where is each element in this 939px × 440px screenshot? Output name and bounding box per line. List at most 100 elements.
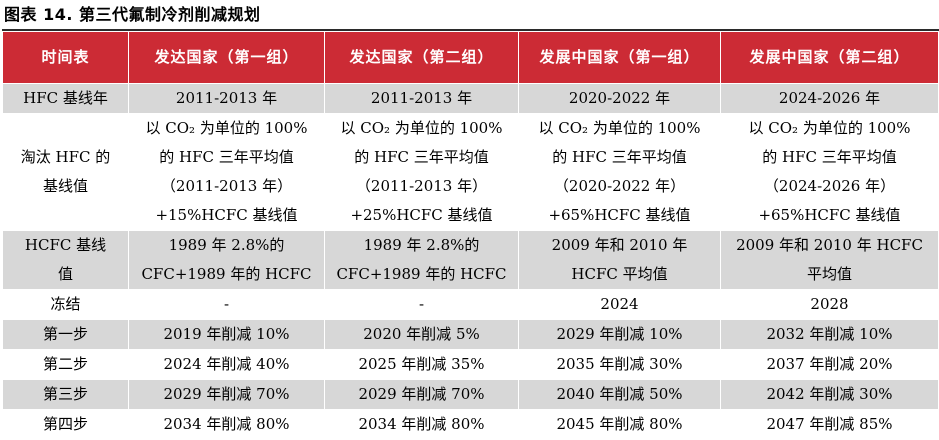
cell-text-line: HCFC 基线 [24, 236, 107, 254]
cell-text-line: - [418, 295, 425, 313]
header-schedule: 时间表 [2, 31, 129, 84]
cell-text-line: 以 CO₂ 为单位的 100% [538, 119, 701, 137]
cell-text-line: 2037 年削减 20% [766, 355, 893, 373]
developing-group-2-cell: 2042 年削减 30% [720, 379, 939, 410]
developed-group-2-cell: 2034 年削减 80% [324, 409, 519, 440]
developed-group-2-cell: 2025 年削减 35% [324, 349, 519, 380]
developed-group-1-cell: 2029 年削减 70% [128, 379, 325, 410]
developing-group-2-cell: 2024-2026 年 [720, 83, 939, 114]
cell-text-line: （2020-2022 年） [553, 177, 686, 195]
developing-group-1-cell: 2045 年削减 80% [518, 409, 721, 440]
cell-text-line: 1989 年 2.8%的 [363, 236, 480, 254]
cell-text-line: 第二步 [42, 355, 88, 373]
cell-text-line: 2020-2022 年 [568, 89, 671, 107]
row-label: HCFC 基线值 [2, 230, 129, 290]
cell-text-line: 2024 [600, 295, 639, 313]
cell-text-line: CFC+1989 年的 HCFC [141, 265, 312, 283]
table-row: 第四步 2034 年削减 80% 2034 年削减 80% 2045 年削减 80% 2… [2, 409, 939, 440]
cell-text-line: 第三步 [42, 385, 88, 403]
header-developed-group-2: 发达国家（第二组） [324, 31, 519, 84]
cell-text-line: 2019 年削减 10% [163, 325, 290, 343]
developing-group-1-cell: 2040 年削减 50% [518, 379, 721, 410]
cell-text-line: 2011-2013 年 [370, 89, 473, 107]
row-label: 淘汰 HFC 的基线值 [2, 113, 129, 231]
developing-group-1-cell: 2035 年削减 30% [518, 349, 721, 380]
developed-group-1-cell: 以 CO₂ 为单位的 100% 的 HFC 三年平均值 （2011-2013 年） +… [128, 113, 325, 231]
developed-group-1-cell: 2019 年削减 10% [128, 319, 325, 350]
developed-group-2-cell: 2011-2013 年 [324, 83, 519, 114]
cell-text-line: 2042 年削减 30% [766, 385, 893, 403]
developed-group-1-cell: 1989 年 2.8%的 CFC+1989 年的 HCFC [128, 230, 325, 290]
cell-text-line: 2020 年削减 5% [363, 325, 480, 343]
cell-text-line: 2034 年削减 80% [358, 415, 485, 433]
table-row: HCFC 基线值 1989 年 2.8%的 CFC+1989 年的 HCFC 1989… [2, 230, 939, 290]
table-row: HFC 基线年 2011-2013 年 2011-2013 年 2020-2022 年… [2, 83, 939, 114]
developing-group-1-cell: 2020-2022 年 [518, 83, 721, 114]
developing-group-1-cell: 以 CO₂ 为单位的 100% 的 HFC 三年平均值 （2020-2022 年） +… [518, 113, 721, 231]
header-developed-group-1: 发达国家（第一组） [128, 31, 325, 84]
cell-text-line: 2028 [810, 295, 849, 313]
table-row: 第一步 2019 年削减 10% 2020 年削减 5% 2029 年削减 10% 20… [2, 319, 939, 350]
cell-text-line: 值 [57, 265, 73, 283]
cell-text-line: 冻结 [50, 295, 81, 313]
developing-group-2-cell: 2037 年削减 20% [720, 349, 939, 380]
table-row: 淘汰 HFC 的基线值以 CO₂ 为单位的 100% 的 HFC 三年平均值 （20… [2, 113, 939, 231]
cell-text-line: HCFC 平均值 [571, 265, 668, 283]
developing-group-1-cell: 2024 [518, 289, 721, 320]
cell-text-line: +25%HCFC 基线值 [350, 206, 493, 224]
row-label: 第一步 [2, 319, 129, 350]
figure-caption: 图表 14. 第三代氟制冷剂削减规划 [4, 5, 261, 24]
developed-group-1-cell: - [128, 289, 325, 320]
cell-text-line: 的 HFC 三年平均值 [354, 148, 489, 166]
cell-text-line: 以 CO₂ 为单位的 100% [145, 119, 308, 137]
row-label: 第三步 [2, 379, 129, 410]
cell-text-line: +15%HCFC 基线值 [155, 206, 298, 224]
cell-text-line: 2035 年削减 30% [556, 355, 683, 373]
cell-text-line: 淘汰 HFC 的 [20, 148, 111, 166]
developing-group-1-cell: 2009 年和 2010 年 HCFC 平均值 [518, 230, 721, 290]
developed-group-2-cell: 2029 年削减 70% [324, 379, 519, 410]
cell-text-line: （2011-2013 年） [355, 177, 488, 195]
cell-text-line: 2032 年削减 10% [766, 325, 893, 343]
cell-text-line: 2045 年削减 80% [556, 415, 683, 433]
cell-text-line: 2009 年和 2010 年 HCFC [736, 236, 923, 254]
row-label: 第二步 [2, 349, 129, 380]
cell-text-line: 2024-2026 年 [778, 89, 881, 107]
cell-text-line: 2029 年削减 10% [556, 325, 683, 343]
table-row: 第二步 2024 年削减 40% 2025 年削减 35% 2035 年削减 30% 2… [2, 349, 939, 380]
cell-text-line: （2024-2026 年） [763, 177, 896, 195]
cell-text-line: +65%HCFC 基线值 [548, 206, 691, 224]
cell-text-line: +65%HCFC 基线值 [758, 206, 901, 224]
developed-group-1-cell: 2024 年削减 40% [128, 349, 325, 380]
developing-group-2-cell: 2028 [720, 289, 939, 320]
row-label: 冻结 [2, 289, 129, 320]
cell-text-line: 以 CO₂ 为单位的 100% [340, 119, 503, 137]
header-developing-group-2: 发展中国家（第二组） [720, 31, 939, 84]
developed-group-2-cell: 1989 年 2.8%的 CFC+1989 年的 HCFC [324, 230, 519, 290]
cell-text-line: 2009 年和 2010 年 [551, 236, 688, 254]
developing-group-1-cell: 2029 年削减 10% [518, 319, 721, 350]
row-label: HFC 基线年 [2, 83, 129, 114]
developing-group-2-cell: 以 CO₂ 为单位的 100% 的 HFC 三年平均值 （2024-2026 年） +… [720, 113, 939, 231]
table-header-row: 时间表 发达国家（第一组） 发达国家（第二组） 发展中国家（第一组） 发展中国家… [2, 31, 939, 84]
cell-text-line: 2034 年削减 80% [163, 415, 290, 433]
cell-text-line: 2047 年削减 85% [766, 415, 893, 433]
cell-text-line: 2029 年削减 70% [163, 385, 290, 403]
cell-text-line: HFC 基线年 [23, 89, 108, 107]
cell-text-line: 2029 年削减 70% [358, 385, 485, 403]
cell-text-line: 以 CO₂ 为单位的 100% [748, 119, 911, 137]
hfc-phasedown-table: 时间表 发达国家（第一组） 发达国家（第二组） 发展中国家（第一组） 发展中国家… [2, 31, 939, 440]
cell-text-line: - [223, 295, 230, 313]
cell-text-line: 第一步 [42, 325, 88, 343]
developing-group-2-cell: 2009 年和 2010 年 HCFC 平均值 [720, 230, 939, 290]
table-row: 冻结 - - 2024 2028 [2, 289, 939, 320]
cell-text-line: 的 HFC 三年平均值 [159, 148, 294, 166]
cell-text-line: （2011-2013 年） [160, 177, 293, 195]
table-row: 第三步 2029 年削减 70% 2029 年削减 70% 2040 年削减 50% 2… [2, 379, 939, 410]
developed-group-2-cell: 2020 年削减 5% [324, 319, 519, 350]
cell-text-line: 2025 年削减 35% [358, 355, 485, 373]
cell-text-line: 2011-2013 年 [175, 89, 278, 107]
developing-group-2-cell: 2047 年削减 85% [720, 409, 939, 440]
cell-text-line: 第四步 [42, 415, 88, 433]
developed-group-1-cell: 2011-2013 年 [128, 83, 325, 114]
